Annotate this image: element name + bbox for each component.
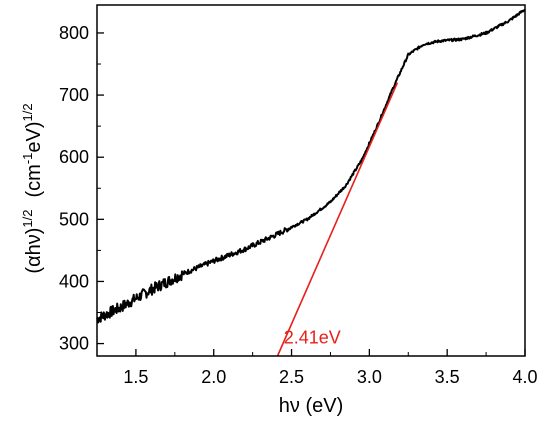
- x-tick-label: 3.0: [357, 367, 382, 387]
- axis-ticks: 1.5 2.0 2.5 3.0 3.5 4.0 300 400 500 600 700 800: [59, 23, 538, 387]
- bandgap-annotation: 2.41eV: [284, 328, 341, 348]
- y-axis-title: (αhν)1/2(cm-1eV)1/2: [20, 103, 45, 273]
- y-axis-title-sup3: 1/2: [20, 103, 35, 121]
- y-tick-label: 300: [59, 334, 89, 354]
- plot-frame: [96, 4, 526, 357]
- y-axis-title-part3: eV): [23, 121, 45, 152]
- x-tick-label: 2.5: [279, 367, 304, 387]
- y-tick-label: 500: [59, 209, 89, 229]
- y-axis-title-sup2: -1: [20, 153, 35, 165]
- plot-area: 2.41eV: [96, 8, 526, 357]
- y-tick-label: 600: [59, 147, 89, 167]
- y-axis-title-sup1: 1/2: [20, 210, 35, 228]
- x-axis-title: hν (eV): [279, 395, 343, 417]
- series-fit-line: [276, 82, 399, 357]
- x-tick-label: 3.5: [435, 367, 460, 387]
- y-axis-title-part2: (cm: [23, 164, 45, 197]
- y-tick-label: 700: [59, 85, 89, 105]
- y-tick-label: 800: [59, 23, 89, 43]
- series-absorption-line: [96, 8, 526, 324]
- x-tick-label: 4.0: [512, 367, 537, 387]
- x-tick-label: 2.0: [201, 367, 226, 387]
- y-axis-title-part1: (αhν): [23, 228, 45, 274]
- y-tick-label: 400: [59, 271, 89, 291]
- x-tick-label: 1.5: [123, 367, 148, 387]
